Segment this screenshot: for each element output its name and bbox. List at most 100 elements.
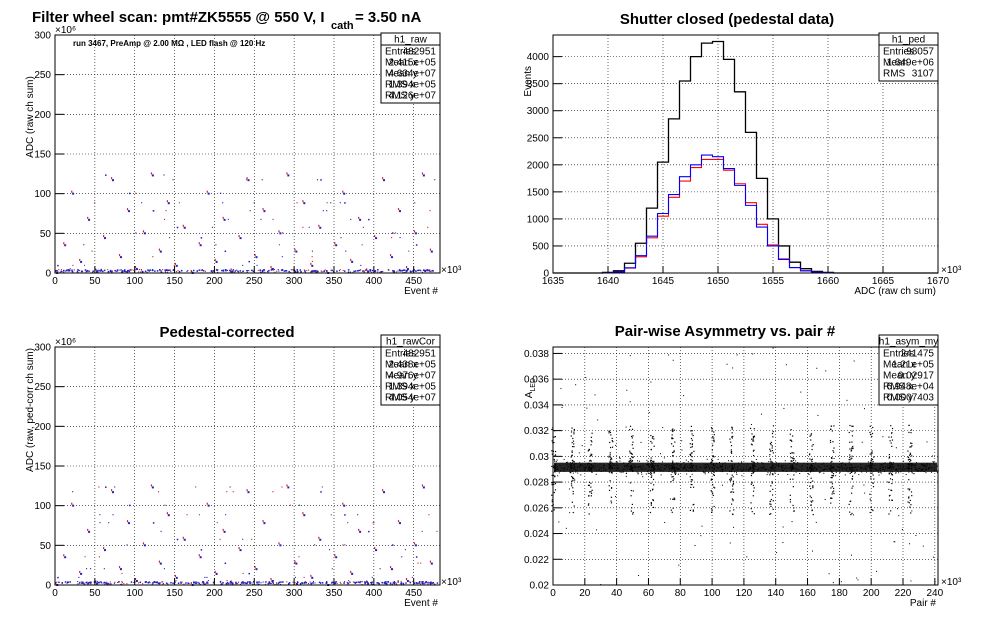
ped-stats-key: Entries bbox=[883, 47, 914, 58]
asym-band-point bbox=[677, 464, 679, 466]
cor-baseline-point bbox=[381, 581, 383, 584]
cor-scatter-point bbox=[163, 568, 165, 570]
asym-band-point bbox=[774, 466, 776, 468]
asym-band-point bbox=[925, 466, 927, 468]
raw-baseline-point bbox=[373, 270, 376, 273]
asym-band-point bbox=[781, 469, 783, 471]
raw-baseline-point bbox=[419, 269, 421, 272]
cor-scatter-point bbox=[251, 582, 253, 584]
asym-spike-point bbox=[730, 470, 732, 472]
raw-scatter-point bbox=[310, 271, 312, 273]
asym-band-point bbox=[695, 469, 697, 471]
asym-band-point bbox=[892, 467, 894, 469]
raw-scatter-point bbox=[316, 179, 319, 181]
asym-ytick-label: 0.036 bbox=[524, 375, 549, 386]
asym-spike-point bbox=[810, 467, 812, 469]
asym-band-point bbox=[713, 469, 715, 471]
cor-scatter-point bbox=[239, 583, 242, 586]
asym-outlier-point bbox=[629, 355, 631, 357]
asym-spike-point bbox=[769, 454, 771, 456]
asym-spike-point bbox=[909, 452, 911, 454]
cor-scatter-point bbox=[357, 514, 359, 516]
cor-baseline-point bbox=[203, 582, 205, 585]
cor-stats-value: 1.394e+05 bbox=[388, 382, 436, 393]
asym-band-point bbox=[646, 463, 648, 465]
asym-band-point bbox=[668, 468, 670, 470]
asym-spike-point bbox=[869, 511, 871, 514]
asym-spike-point bbox=[691, 465, 694, 467]
asym-band-point bbox=[882, 468, 884, 470]
asym-spike-point bbox=[554, 436, 557, 438]
cor-baseline-point bbox=[405, 582, 407, 584]
cor-scatter-point bbox=[242, 538, 244, 540]
asym-spike-point bbox=[752, 440, 754, 442]
asym-spike-point bbox=[890, 510, 892, 512]
asym-spike-point bbox=[571, 442, 573, 444]
asym-band-point bbox=[768, 461, 770, 463]
cor-baseline-point bbox=[249, 582, 251, 584]
asym-spike-point bbox=[750, 508, 752, 510]
asym-spike-point bbox=[749, 427, 752, 430]
raw-edge-mark bbox=[158, 248, 161, 251]
asym-band-point bbox=[569, 465, 571, 467]
cor-scatter-point bbox=[342, 544, 344, 546]
asym-band-point bbox=[790, 465, 792, 467]
asym-spike-point bbox=[652, 499, 654, 501]
raw-level-mark bbox=[111, 179, 114, 182]
raw-stats-value: 1.394e+05 bbox=[388, 80, 436, 91]
raw-baseline-point bbox=[111, 270, 113, 273]
raw-scatter-point bbox=[302, 226, 304, 228]
raw-scatter-point bbox=[160, 271, 162, 273]
asym-band-point bbox=[815, 469, 817, 471]
raw-scatter-point bbox=[217, 269, 219, 271]
asym-spike-point bbox=[653, 462, 655, 464]
raw-scatter-point bbox=[306, 269, 308, 272]
asym-spike-point bbox=[673, 467, 675, 469]
asym-spike-point bbox=[610, 434, 612, 436]
asym-band-point bbox=[873, 471, 875, 473]
cor-scatter-point bbox=[133, 581, 135, 584]
asym-spike-point bbox=[590, 470, 592, 472]
cor-scatter-point bbox=[160, 530, 162, 532]
asym-spike-point bbox=[590, 444, 592, 446]
asym-band-point bbox=[863, 468, 865, 470]
asym-band-point bbox=[616, 468, 618, 470]
cor-scatter-point bbox=[397, 580, 399, 582]
raw-scatter-point bbox=[232, 269, 234, 271]
asym-spike-point bbox=[551, 428, 553, 431]
asym-band-point bbox=[648, 466, 650, 468]
asym-spike-point bbox=[869, 431, 871, 434]
asym-band-point bbox=[835, 475, 837, 477]
asym-xtick-label: 160 bbox=[799, 588, 816, 599]
asym-spike-point bbox=[570, 472, 572, 474]
raw-baseline-point bbox=[221, 269, 223, 272]
asym-spike-point bbox=[910, 512, 912, 514]
asym-band-point bbox=[658, 462, 660, 464]
raw-baseline-point bbox=[259, 269, 261, 272]
asym-band-point bbox=[646, 459, 648, 461]
asym-spike-point bbox=[772, 488, 774, 491]
asym-spike-point bbox=[848, 503, 850, 506]
raw-level-mark bbox=[335, 244, 338, 247]
cor-scatter-point bbox=[72, 491, 74, 493]
raw-baseline-point bbox=[362, 270, 364, 272]
asym-band-point bbox=[669, 467, 671, 469]
cor-scatter-point bbox=[334, 581, 336, 583]
cor-scatter-point bbox=[226, 580, 228, 582]
cor-baseline-point bbox=[431, 582, 434, 584]
raw-baseline-point bbox=[148, 270, 150, 272]
asym-xtick-label: 40 bbox=[611, 588, 623, 599]
asym-band-point bbox=[755, 459, 757, 461]
asym-spike-point bbox=[730, 450, 733, 453]
raw-baseline-point bbox=[142, 270, 144, 273]
raw-level-mark bbox=[295, 250, 298, 253]
asym-band-point bbox=[592, 466, 594, 468]
cor-baseline-point bbox=[187, 582, 189, 584]
raw-baseline-point bbox=[107, 270, 110, 273]
cor-level-mark bbox=[344, 514, 346, 516]
cor-scatter-point bbox=[170, 582, 172, 584]
asym-outlier-point bbox=[638, 574, 640, 576]
asym-outlier-point bbox=[651, 470, 653, 472]
asym-spike-point bbox=[713, 441, 715, 443]
raw-scatter-point bbox=[73, 269, 75, 271]
